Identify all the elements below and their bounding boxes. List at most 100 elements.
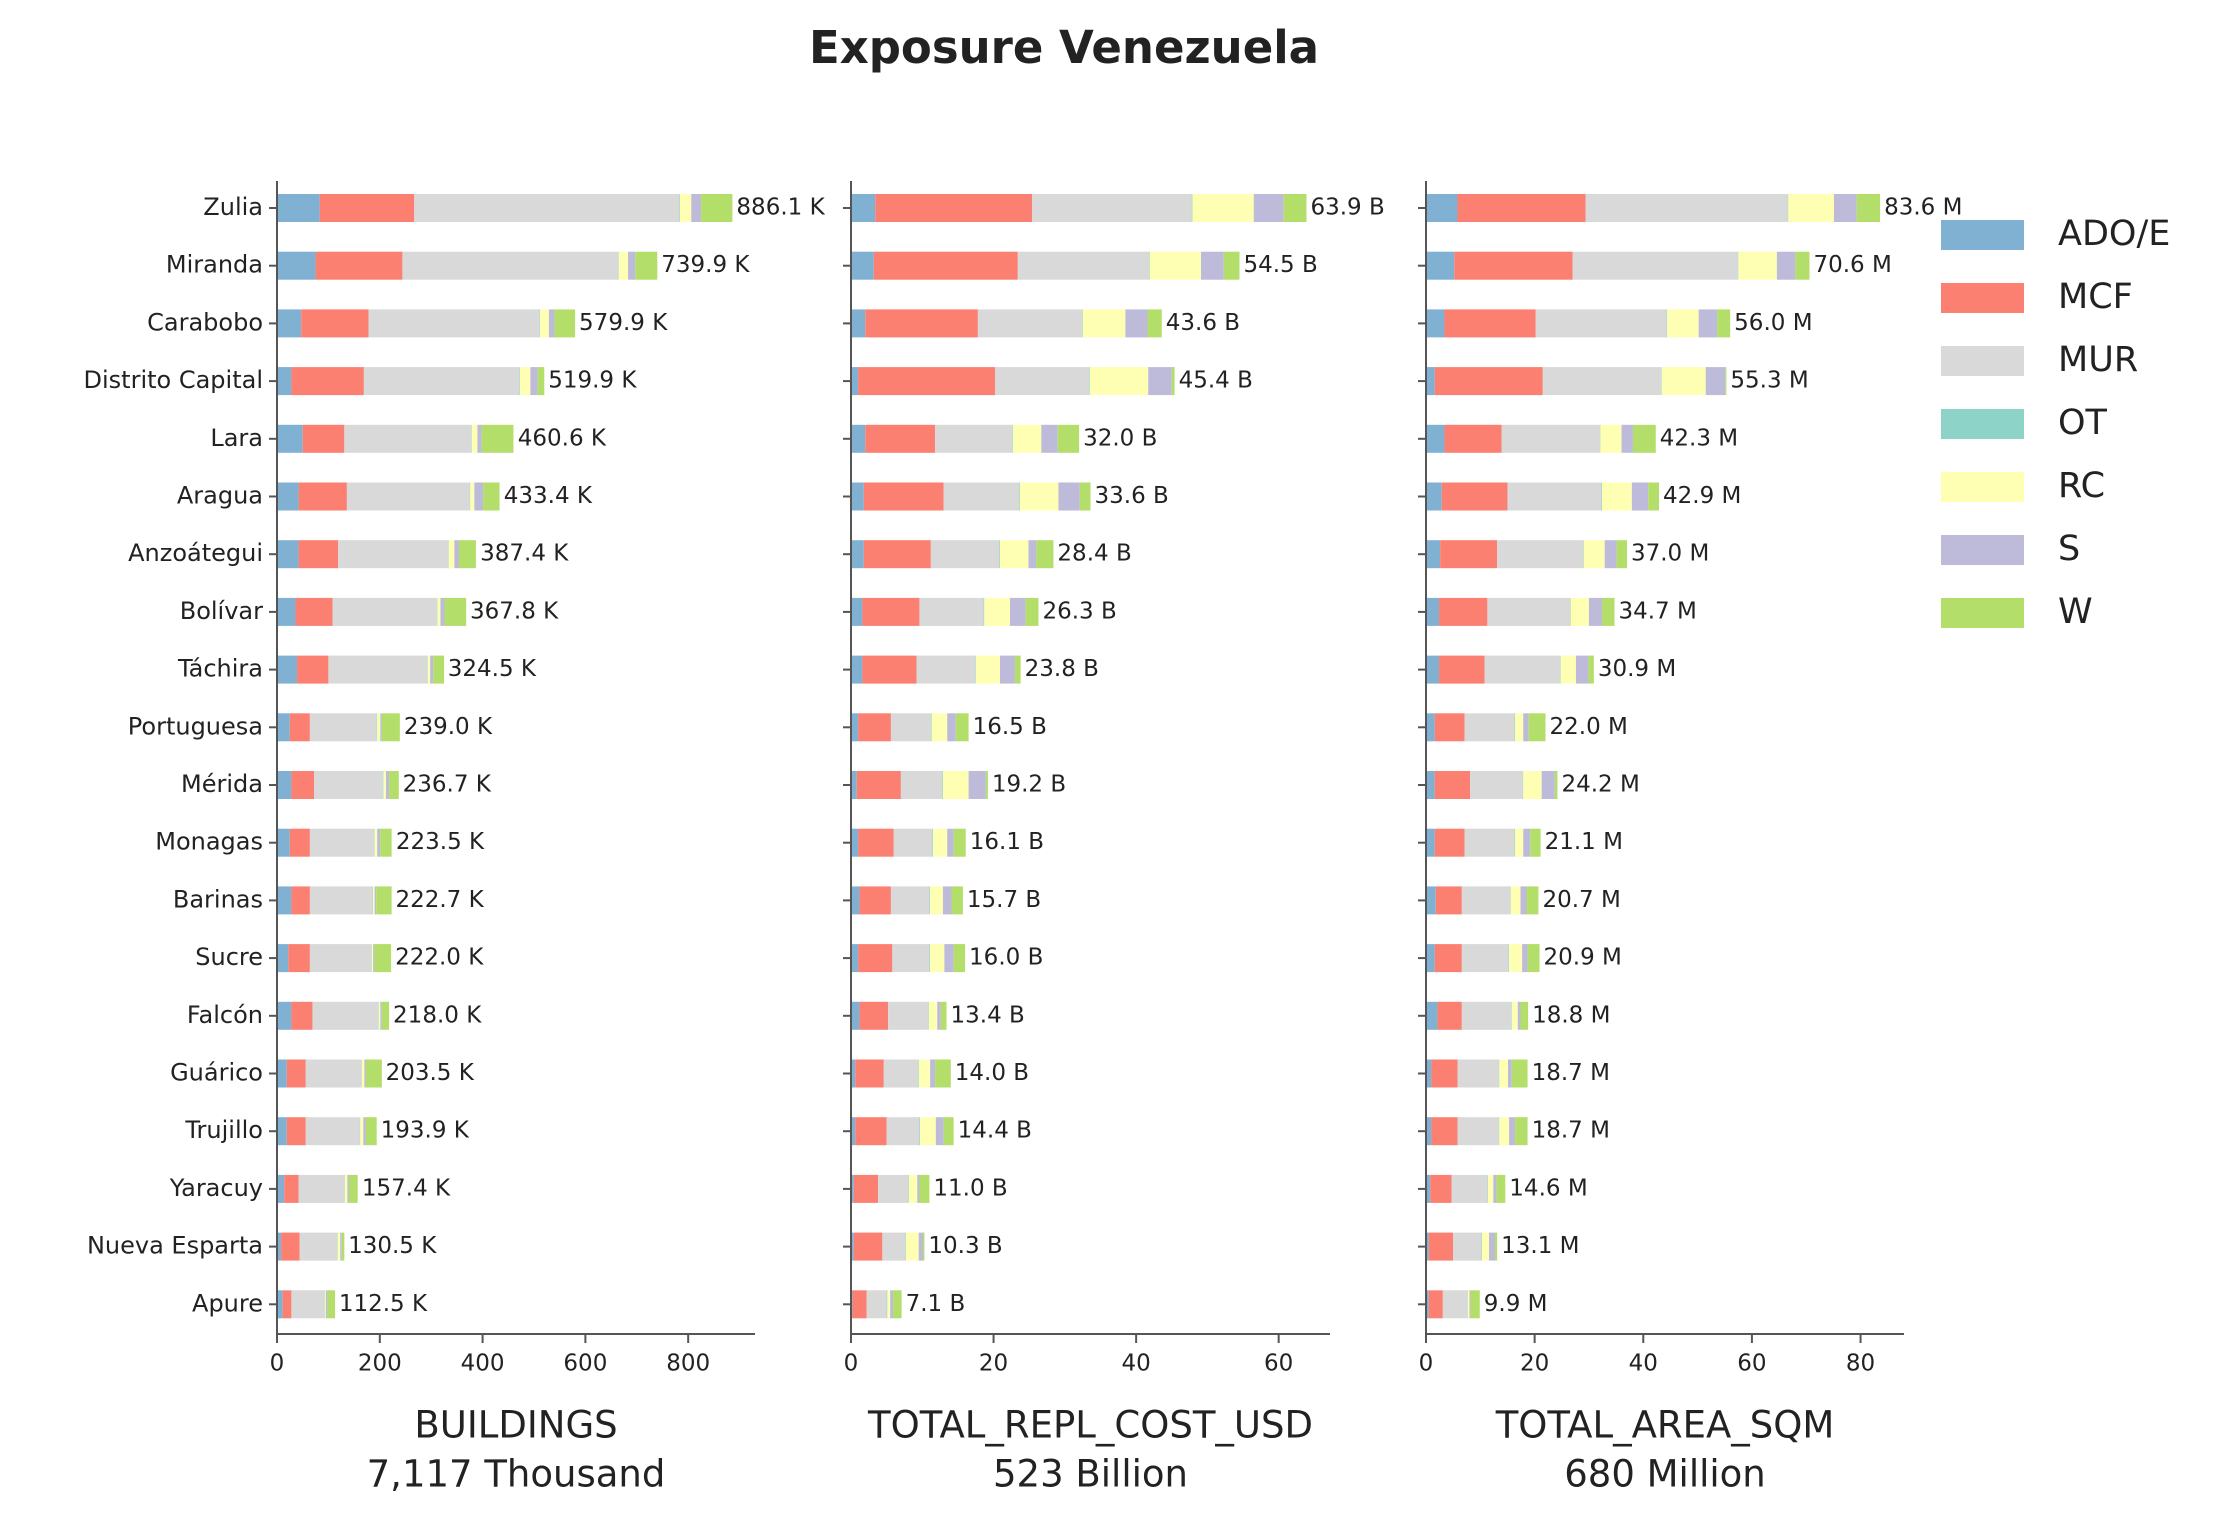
bar-segment	[1661, 367, 1706, 396]
bar-segment	[1426, 1290, 1429, 1319]
total-label: 11.0 B	[933, 1175, 1007, 1201]
total-label: 22.0 M	[1550, 714, 1628, 740]
bar-segment	[277, 1117, 287, 1146]
bar-segment	[314, 771, 383, 799]
bar-segment	[851, 194, 876, 222]
bar-segment	[530, 367, 538, 396]
bar-segment	[851, 1174, 854, 1203]
x-tick-label: 200	[358, 1351, 402, 1377]
bar-segment	[1200, 251, 1224, 280]
bar-segment	[955, 713, 969, 742]
total-label: 20.9 M	[1544, 945, 1622, 971]
bar-segment	[1661, 367, 1662, 396]
bar-segment	[470, 482, 475, 511]
bar-segment	[277, 309, 302, 338]
bar-segment	[291, 1290, 325, 1319]
bar-segment	[341, 1232, 345, 1261]
total-label: 218.0 K	[393, 1002, 482, 1028]
y-tick-label: Yaracuy	[169, 1174, 263, 1202]
bar-segment	[324, 1290, 326, 1319]
total-label: 32.0 B	[1083, 425, 1157, 451]
y-tick-label: Bolívar	[180, 597, 263, 625]
bar-segment	[1036, 540, 1054, 569]
bar-segment	[1426, 771, 1435, 799]
bar-segment	[1435, 886, 1462, 915]
total-label: 239.0 K	[404, 714, 493, 740]
bar-segment	[928, 1001, 938, 1030]
bar-segment	[1428, 1290, 1443, 1319]
total-label: 223.5 K	[396, 829, 485, 855]
bar-segment	[953, 828, 966, 857]
total-label: 20.7 M	[1542, 887, 1620, 913]
bar-segment	[922, 1232, 925, 1261]
bar-segment	[851, 771, 857, 799]
bar-segment	[1648, 482, 1660, 511]
bar-segment	[299, 1232, 338, 1261]
bar-segment	[301, 309, 369, 338]
bar-segment	[454, 540, 459, 569]
bar-segment	[1467, 1290, 1468, 1319]
bar-segment	[277, 1001, 292, 1030]
bar-segment	[855, 1059, 884, 1088]
bar-segment	[1526, 886, 1539, 915]
bar-segment	[1575, 655, 1589, 684]
bar-segment	[1426, 309, 1445, 338]
bar-segment	[374, 886, 377, 915]
bar-segment	[430, 655, 434, 684]
total-label: 16.0 B	[969, 945, 1043, 971]
bar-segment	[1081, 309, 1083, 338]
total-label: 16.1 B	[970, 829, 1044, 855]
bar-segment	[1426, 828, 1435, 857]
bar-segment	[1426, 540, 1441, 569]
bar-segment	[295, 597, 333, 626]
bar-segment	[984, 597, 1010, 626]
legend-swatch	[1941, 472, 2024, 502]
bar-segment	[900, 771, 943, 799]
bar-segment	[1514, 828, 1516, 857]
bar-segment	[930, 540, 1000, 569]
bar-segment	[381, 713, 400, 742]
bar-segment	[1604, 540, 1617, 569]
legend-swatch	[1941, 598, 2024, 628]
bar-segment	[277, 597, 296, 626]
bar-segment	[935, 1117, 944, 1146]
bar-segment	[1522, 944, 1528, 973]
bar-segment	[691, 194, 702, 222]
bar-segment	[1527, 944, 1540, 973]
total-label: 324.5 K	[448, 656, 537, 682]
bar-segment	[548, 309, 555, 338]
bar-segment	[1467, 1290, 1470, 1319]
bar-segment	[985, 771, 988, 799]
y-tick-label: Aragua	[177, 482, 263, 510]
total-label: 13.1 M	[1501, 1233, 1579, 1259]
bar-segment	[1511, 1001, 1518, 1030]
x-tick-label: 600	[563, 1351, 607, 1377]
total-label: 83.6 M	[1884, 195, 1962, 221]
bar-segment	[953, 944, 966, 973]
bar-segment	[520, 367, 531, 396]
legend-label: MCF	[2058, 277, 2133, 317]
x-tick-label: 20	[979, 1351, 1008, 1377]
bar-segment	[328, 655, 428, 684]
bar-segment	[1487, 1174, 1494, 1203]
bar-segment	[381, 1001, 390, 1030]
bar-segment	[1520, 1001, 1529, 1030]
bar-segment	[1025, 597, 1039, 626]
legend-swatch	[1941, 283, 2024, 313]
total-label: 15.7 B	[967, 887, 1041, 913]
bar-segment	[851, 309, 866, 338]
bar-segment	[291, 367, 364, 396]
total-label: 33.6 B	[1095, 483, 1169, 509]
bar-segment	[679, 194, 680, 222]
bar-segment	[1426, 251, 1455, 280]
bar-segment	[319, 194, 415, 222]
bar-segment	[477, 424, 482, 453]
bar-segment	[1426, 1232, 1429, 1261]
bar-segment	[890, 713, 931, 742]
bar-segment	[887, 1290, 891, 1319]
bar-segment	[943, 1117, 954, 1146]
bar-segment	[951, 886, 963, 915]
total-label: 42.3 M	[1660, 425, 1738, 451]
bar-segment	[373, 886, 375, 915]
bar-segment	[1019, 482, 1020, 511]
